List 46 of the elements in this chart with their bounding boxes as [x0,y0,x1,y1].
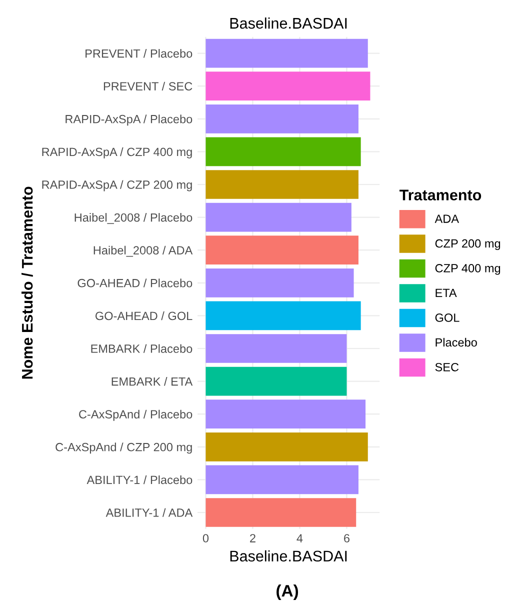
y-tick-label: RAPID-AxSpA / CZP 200 mg [42,180,192,192]
x-tick-label: 0 [202,534,209,542]
legend-title: Tratamento [400,190,482,200]
y-tick-label: C-AxSpAnd / Placebo [79,410,192,421]
legend-label: ADA [434,214,460,223]
bar [206,38,368,68]
bar [206,432,368,462]
y-tick-label: GO-AHEAD / Placebo [78,278,192,288]
legend-label: Placebo [436,338,477,347]
x-tick-label: 6 [344,534,350,542]
y-tick-label: PREVENT / SEC [104,82,192,90]
bar [206,400,366,429]
y-tick-label: RAPID-AxSpA / Placebo [66,114,192,126]
y-tick-label: ABILITY-1 / ADA [106,508,193,517]
bar [206,137,361,166]
legend-label: CZP 400 mg [435,264,500,275]
y-tick-label: EMBARK / Placebo [91,344,192,353]
legend-label: SEC [435,362,459,372]
text: (A) [276,584,298,600]
bar [206,104,358,134]
y-tick-label: Haibel_2008 / Placebo [74,213,192,224]
bar [206,170,358,199]
x-axis-title: Baseline.BASDAI [230,550,347,562]
x-tick-label: 2 [250,534,256,542]
y-tick-label: RAPID-AxSpA / CZP 400 mg [42,147,192,158]
y-tick-label: ABILITY-1 / Placebo [86,475,192,484]
bar [206,72,370,101]
bar [206,366,347,396]
bar [206,301,361,330]
y-axis-title: Nome Estudo / Tratamento [21,186,33,379]
legend-label: GOL [435,314,460,322]
y-tick-label: Haibel_2008 / ADA [94,246,193,257]
legend-label: CZP 200 mg [435,239,500,250]
y-tick-label: GO-AHEAD / GOL [95,311,192,320]
bar [206,236,358,265]
y-tick-label: EMBARK / ETA [112,377,193,386]
bar [206,498,356,527]
bar [206,202,352,232]
legend-label: ETA [436,288,457,298]
bar [206,268,354,298]
bar [206,334,347,363]
x-tick-label: 4 [296,534,303,542]
y-tick-label: PREVENT / Placebo [86,49,192,58]
chart-title: Baseline.BASDAI [230,17,347,29]
bar [206,465,358,494]
y-tick-label: C-AxSpAnd / CZP 200 mg [56,442,192,454]
